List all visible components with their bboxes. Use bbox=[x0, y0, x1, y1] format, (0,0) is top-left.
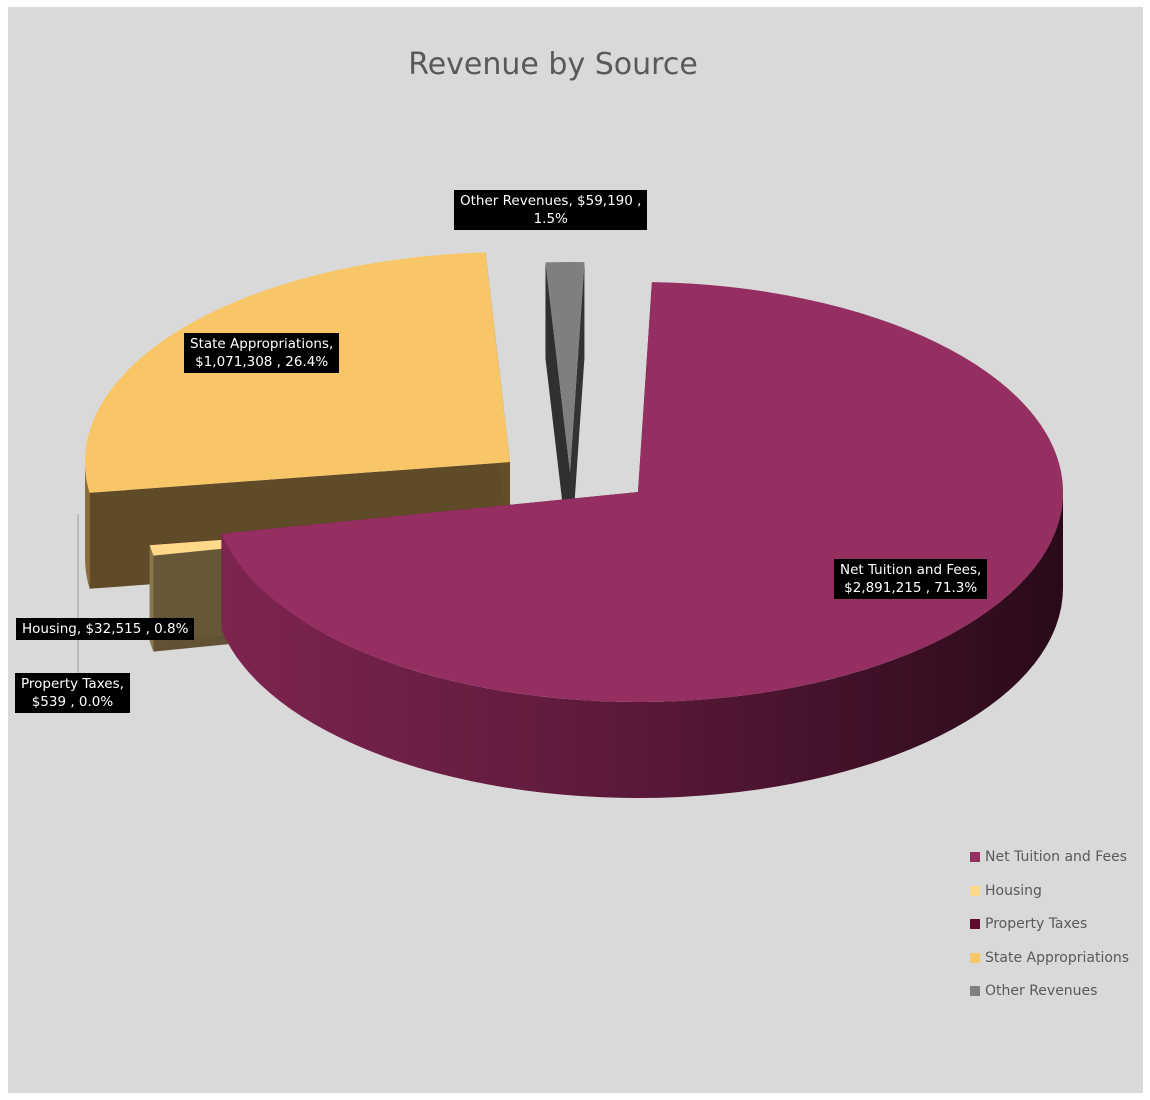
data-label-state-appropriations: State Appropriations, $1,071,308 , 26.4% bbox=[184, 333, 340, 373]
slice-side-state-appropriations bbox=[85, 462, 90, 589]
legend-swatch bbox=[970, 986, 980, 996]
slice-other-revenues bbox=[545, 262, 585, 472]
legend-label: Net Tuition and Fees bbox=[985, 849, 1128, 865]
pie-chart bbox=[77, 252, 1063, 799]
legend-label: State Appropriations bbox=[985, 949, 1130, 966]
legend-swatch bbox=[970, 919, 980, 929]
chart-title: Revenue by Source bbox=[408, 47, 698, 82]
legend-label: Property Taxes bbox=[985, 916, 1088, 932]
legend-item-housing: Housing bbox=[970, 881, 1129, 901]
legend-item-property-taxes: Property Taxes bbox=[970, 914, 1129, 934]
legend-label: Other Revenues bbox=[985, 983, 1098, 999]
legend-swatch bbox=[970, 852, 980, 862]
legend-swatch bbox=[970, 952, 980, 963]
slice-wall-other-revenues bbox=[545, 262, 570, 568]
data-label-net-tuition: Net Tuition and Fees, $2,891,215 , 71.3% bbox=[834, 559, 988, 599]
legend-item-state-appropriations: State Appropriations bbox=[970, 948, 1129, 968]
slice-wall-other-revenues bbox=[570, 262, 585, 568]
legend-label: Housing bbox=[985, 882, 1042, 899]
data-label-property-taxes: Property Taxes, $539 , 0.0% bbox=[15, 673, 130, 713]
chart-area: Revenue by Source Net Tuition and Fees, $… bbox=[8, 7, 1143, 1093]
data-label-other-revenues: Other Revenues, $59,190 , 1.5% bbox=[454, 190, 648, 230]
legend-swatch bbox=[970, 885, 980, 896]
slice-side-net-tuition-and-fees bbox=[221, 492, 1063, 799]
data-label-housing: Housing, $32,515 , 0.8% bbox=[16, 618, 195, 640]
legend-item-other-revenues: Other Revenues bbox=[970, 981, 1129, 1001]
legend-item-net-tuition: Net Tuition and Fees bbox=[970, 847, 1129, 867]
chart-legend: Net Tuition and Fees Housing Property Ta… bbox=[970, 847, 1129, 1015]
